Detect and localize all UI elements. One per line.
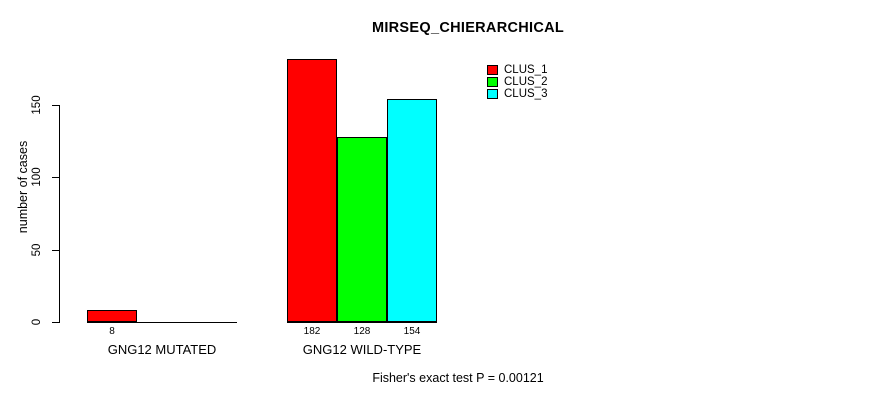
bar-value-label: 8 — [109, 326, 115, 337]
y-tick-label: 100 — [31, 167, 43, 187]
bar-clus_3-1 — [387, 99, 437, 322]
x-category-label: GNG12 WILD-TYPE — [302, 342, 422, 357]
annotation-text: Fisher's exact test P = 0.00121 — [372, 371, 544, 385]
group-baseline — [87, 322, 237, 323]
bar-value-label: 128 — [353, 326, 371, 337]
bar-value-label: 182 — [303, 326, 321, 337]
bar-clus_2-1 — [337, 137, 387, 322]
group-baseline — [287, 322, 437, 323]
y-tick-label: 150 — [31, 95, 43, 115]
legend-label: CLUS_1 — [504, 64, 548, 76]
y-tick-mark — [52, 177, 59, 178]
legend-swatch-clus_2 — [487, 77, 498, 87]
chart-title: MIRSEQ_CHIERARCHICAL — [371, 20, 565, 36]
y-axis-line — [59, 105, 60, 323]
legend-swatch-clus_3 — [487, 89, 498, 99]
y-tick-mark — [52, 250, 59, 251]
legend-item: CLUS_3 — [487, 88, 547, 100]
bar-clus_1-1 — [287, 59, 337, 322]
y-tick-mark — [52, 322, 59, 323]
y-tick-label: 50 — [31, 243, 43, 257]
legend-label: CLUS_2 — [504, 76, 548, 88]
legend-label: CLUS_3 — [504, 88, 548, 100]
bar-value-label: 154 — [403, 326, 421, 337]
y-tick-label: 0 — [31, 318, 43, 326]
legend-item: CLUS_2 — [487, 76, 547, 88]
bar-clus_1-0 — [87, 310, 137, 322]
y-tick-mark — [52, 105, 59, 106]
legend-item: CLUS_1 — [487, 64, 547, 76]
y-axis-label: number of cases — [16, 140, 30, 234]
legend-swatch-clus_1 — [487, 65, 498, 75]
legend: CLUS_1 CLUS_2 CLUS_3 — [487, 64, 547, 100]
x-category-label: GNG12 MUTATED — [107, 342, 217, 357]
